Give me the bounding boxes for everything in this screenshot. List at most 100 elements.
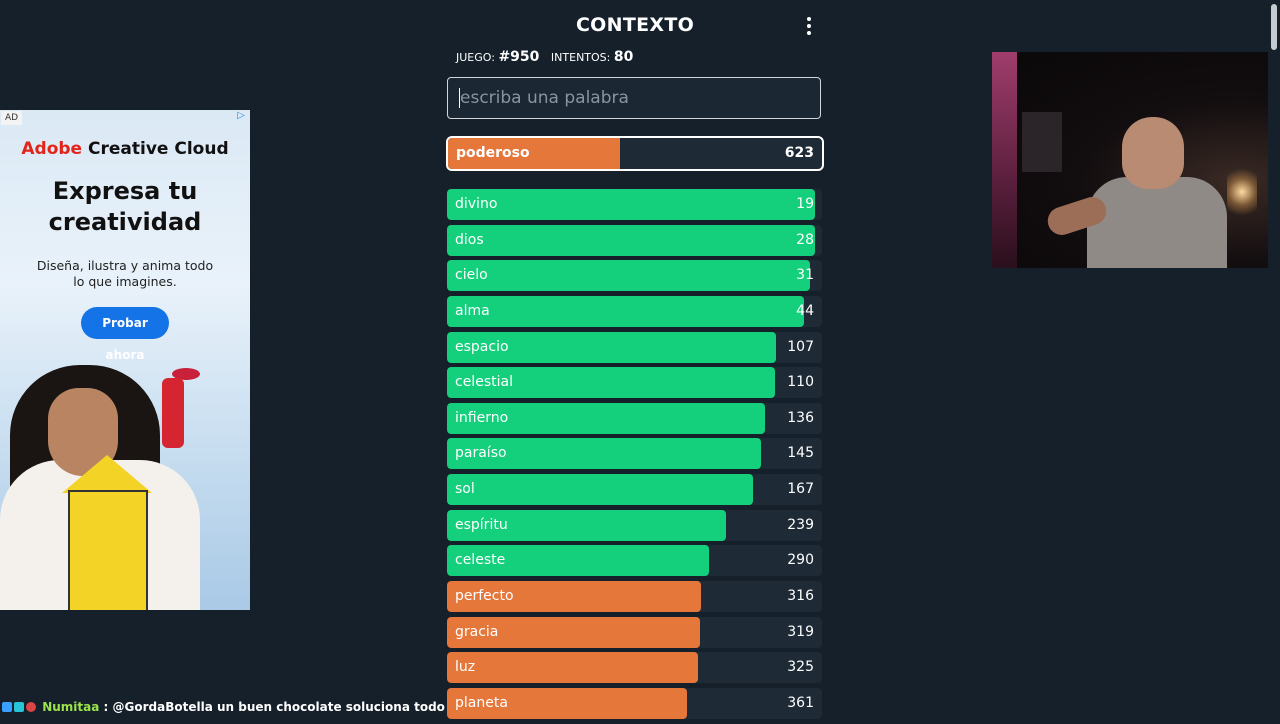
game-number: #950 — [498, 49, 540, 65]
guess-row: sol 167 — [447, 474, 822, 506]
guess-bar — [447, 295, 804, 327]
guess-rank: 316 — [787, 588, 814, 605]
game-stats: JUEGO: #950 INTENTOS: 80 — [456, 49, 641, 65]
guess-rank: 28 — [796, 231, 814, 248]
guess-row: espíritu 239 — [447, 509, 822, 541]
guess-word: espacio — [455, 338, 509, 355]
webcam-light — [992, 52, 1017, 268]
page-title: CONTEXTO — [575, 14, 695, 36]
ad-label: AD — [1, 111, 23, 125]
scrollbar-thumb[interactable] — [1271, 4, 1277, 50]
guess-bar — [447, 189, 816, 220]
guess-word: paraíso — [455, 445, 507, 462]
chat-badge-icon — [26, 702, 36, 712]
guess-word: celeste — [455, 552, 506, 569]
webcam-shelf — [1022, 112, 1062, 172]
current-guess-word: poderoso — [456, 145, 530, 161]
guess-row: dios 28 — [447, 224, 822, 256]
guess-rank: 136 — [787, 409, 814, 426]
guess-bar — [447, 652, 699, 684]
guess-row: espacio 107 — [447, 331, 822, 363]
attempts-count: 80 — [613, 49, 634, 65]
chat-text: @GordaBotella un buen chocolate solucion… — [112, 700, 445, 714]
webcam-overlay — [992, 52, 1280, 268]
guess-row: celeste 290 — [447, 545, 822, 577]
chat-separator: : — [103, 700, 109, 714]
guess-word: sol — [455, 481, 475, 498]
chat-badge-icon — [2, 702, 12, 712]
guess-rank: 31 — [796, 267, 814, 284]
guess-bar — [447, 687, 687, 719]
ad-figure — [162, 378, 184, 448]
guess-rank: 361 — [787, 694, 814, 711]
guess-row: celestial 110 — [447, 367, 822, 399]
guess-list: divino 19 dios 28 cielo 31 alma 44 espacio 107 cel… — [447, 189, 822, 724]
guess-word: divino — [455, 196, 498, 212]
webcam-person-head — [1122, 117, 1184, 189]
guess-bar — [447, 224, 816, 256]
guess-bar — [447, 616, 701, 648]
attempts-label: INTENTOS: — [550, 51, 611, 64]
guess-row: cielo 31 — [447, 260, 822, 292]
guess-rank: 319 — [787, 623, 814, 640]
guess-word: dios — [455, 231, 484, 248]
guess-rank: 145 — [787, 445, 814, 462]
guess-word: infierno — [455, 409, 509, 426]
ad-house-roof — [62, 455, 152, 493]
guess-word: perfecto — [455, 588, 514, 605]
guess-word: gracia — [455, 623, 499, 640]
guess-row: alma 44 — [447, 295, 822, 327]
guess-rank: 239 — [787, 516, 814, 533]
guess-word: cielo — [455, 267, 488, 284]
guess-bar — [447, 331, 777, 363]
ad-headline-line: Expresa tu — [52, 177, 198, 205]
word-input[interactable] — [447, 77, 821, 119]
webcam-person-body — [1087, 177, 1227, 268]
guess-row: infierno 136 — [447, 402, 822, 434]
ad-subtitle-line: Diseña, ilustra y anima todo — [36, 258, 214, 273]
ad-headline-line: creatividad — [48, 208, 202, 236]
guess-bar — [447, 474, 753, 506]
guess-bar — [447, 545, 710, 577]
guess-rank: 167 — [787, 481, 814, 498]
guess-row: perfecto 316 — [447, 581, 822, 613]
guess-rank: 290 — [787, 552, 814, 569]
guess-row: planeta 361 — [447, 687, 822, 719]
guess-bar — [447, 367, 776, 399]
guess-rank: 19 — [796, 196, 814, 212]
ad-headline: Expresa tu creatividad — [0, 176, 250, 238]
guess-bar — [447, 402, 765, 434]
guess-bar — [447, 581, 702, 613]
webcam-lights — [1227, 162, 1257, 222]
guess-rank: 110 — [787, 374, 814, 391]
ad-brand-name: Creative Cloud — [88, 139, 229, 159]
guess-bar — [447, 260, 810, 292]
guess-word: alma — [455, 302, 490, 319]
guess-bar — [447, 509, 726, 541]
ad-info-icon[interactable]: ▷ — [237, 110, 245, 121]
guess-word: celestial — [455, 374, 513, 391]
guess-word: planeta — [455, 694, 508, 711]
advertisement[interactable]: AD ▷ Adobe Creative Cloud Expresa tu cre… — [0, 110, 250, 610]
current-guess-rank: 623 — [784, 145, 814, 161]
ad-cta-button[interactable]: Probar ahora — [81, 307, 169, 362]
chat-badge-icon — [14, 702, 24, 712]
text-caret — [459, 88, 460, 108]
scrollbar[interactable] — [1268, 0, 1280, 720]
current-guess: poderoso 623 — [446, 136, 824, 171]
ad-house — [68, 490, 148, 610]
guess-rank: 107 — [787, 338, 814, 355]
guess-row: paraíso 145 — [447, 438, 822, 470]
ad-brand-prefix: Adobe — [21, 139, 83, 159]
game-label: JUEGO: — [456, 51, 495, 64]
ad-subtitle: Diseña, ilustra y anima todo lo que imag… — [0, 258, 250, 290]
guess-rank: 44 — [796, 302, 814, 319]
guess-row: gracia 319 — [447, 616, 822, 648]
guess-word: espíritu — [455, 516, 508, 533]
guess-row: luz 325 — [447, 652, 822, 684]
menu-icon[interactable] — [798, 14, 820, 38]
guess-word: luz — [455, 659, 476, 676]
ad-subtitle-line: lo que imagines. — [73, 274, 177, 289]
guess-rank: 325 — [787, 659, 814, 676]
ad-brand: Adobe Creative Cloud — [0, 139, 250, 159]
